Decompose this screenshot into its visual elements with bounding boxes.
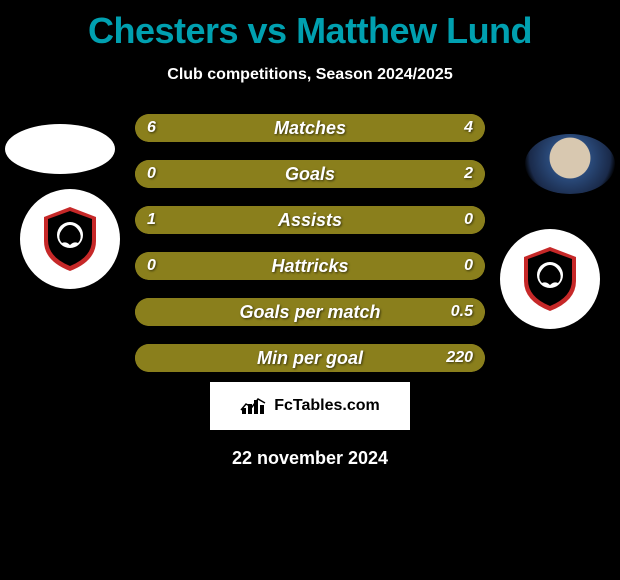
stat-label: Hattricks [135,252,485,280]
stat-row: 0.5Goals per match [135,298,485,326]
club-shield-icon [520,245,580,313]
stat-bars: 64Matches 02Goals 10Assists 00Hattricks 0.5G… [135,114,485,390]
player-right-avatar [525,134,615,194]
datestamp: 22 november 2024 [0,448,620,469]
brand-chart-icon [240,396,268,416]
branding-text: FcTables.com [274,397,380,415]
chart-area: 64Matches 02Goals 10Assists 00Hattricks 0.5G… [0,114,620,374]
player-left-avatar [5,124,115,174]
stat-label: Assists [135,206,485,234]
stat-row: 64Matches [135,114,485,142]
stat-row: 00Hattricks [135,252,485,280]
club-shield-icon [40,205,100,273]
stat-label: Min per goal [135,344,485,372]
player-left-club-badge [20,189,120,289]
stat-label: Matches [135,114,485,142]
stat-row: 220Min per goal [135,344,485,372]
comparison-subtitle: Club competitions, Season 2024/2025 [0,66,620,84]
player-right-club-badge [500,229,600,329]
stat-row: 02Goals [135,160,485,188]
stat-label: Goals per match [135,298,485,326]
stat-label: Goals [135,160,485,188]
stat-row: 10Assists [135,206,485,234]
comparison-title: Chesters vs Matthew Lund [0,0,620,52]
